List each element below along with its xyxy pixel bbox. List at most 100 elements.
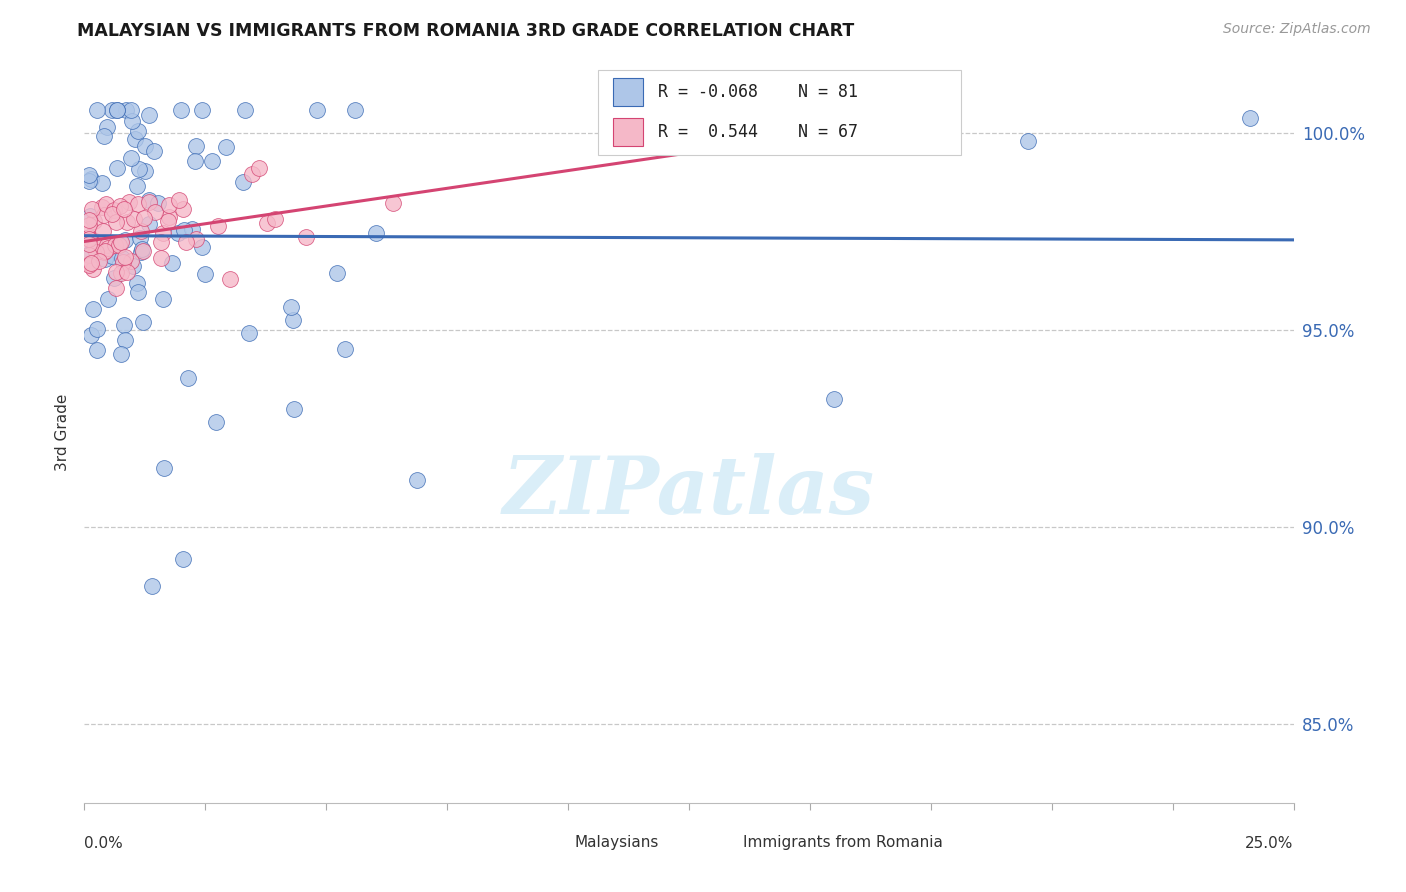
Point [100,207,122,221]
Point [84,245,107,260]
Point [181,221,204,235]
Point [142,144,165,158]
Point [160,256,183,270]
Point [149,235,172,250]
Point [77,213,100,227]
Point [823,392,845,406]
Point [264,212,287,227]
Point [94,252,117,266]
Point [150,252,173,266]
Point [115,215,138,229]
Point [121,259,143,273]
FancyBboxPatch shape [599,70,962,155]
Point [80,202,103,216]
Text: Source: ZipAtlas.com: Source: ZipAtlas.com [1223,22,1371,37]
Point [167,193,190,207]
Point [80,172,103,186]
Point [283,313,305,327]
Point [125,276,148,290]
Point [134,164,156,178]
Point [177,370,200,384]
Point [326,266,349,280]
Point [238,326,260,340]
Point [110,266,132,280]
Point [93,129,115,144]
Point [127,197,149,211]
Point [283,402,305,417]
Point [117,195,139,210]
Bar [613,119,643,146]
Point [120,254,142,268]
Point [152,292,174,306]
Bar [713,831,740,853]
Point [112,202,135,216]
Point [104,237,127,252]
Point [120,103,142,117]
Point [129,224,152,238]
Point [232,175,254,189]
Point [115,103,138,117]
Point [138,217,160,231]
Point [91,224,114,238]
Point [166,226,188,240]
Text: R =  0.544    N = 67: R = 0.544 N = 67 [658,123,858,142]
Point [194,267,217,281]
Point [77,248,100,262]
Point [110,347,132,361]
Point [157,210,180,224]
Point [90,176,112,190]
Point [132,211,155,225]
Point [86,322,108,336]
Point [114,233,136,247]
Point [93,208,115,222]
Point [97,293,120,307]
Point [80,255,103,269]
Point [77,237,100,252]
Point [105,161,128,175]
Point [344,103,367,117]
Point [93,244,115,259]
Point [108,238,131,252]
Point [382,196,405,211]
Point [132,244,155,258]
Text: Immigrants from Romania: Immigrants from Romania [744,835,943,849]
Point [148,196,170,211]
Y-axis label: 3rd Grade: 3rd Grade [55,394,70,471]
Point [77,232,100,246]
Point [83,214,105,228]
Point [280,301,302,315]
Point [104,265,127,279]
Point [77,168,100,182]
Point [143,205,166,219]
Point [295,229,318,244]
Point [77,174,100,188]
Point [205,415,228,429]
Point [191,103,214,117]
Point [101,249,124,263]
Point [110,198,132,212]
Point [191,240,214,254]
Point [201,153,224,168]
Point [215,140,238,154]
Point [141,579,163,593]
Point [110,235,132,249]
Point [120,151,142,165]
Text: R = -0.068    N = 81: R = -0.068 N = 81 [658,83,858,102]
Point [111,251,134,265]
Point [80,327,103,342]
Point [172,202,194,216]
Point [83,237,105,252]
Point [124,132,146,146]
Point [96,238,118,252]
Point [247,161,270,175]
Point [335,343,357,357]
Point [77,232,100,246]
Point [152,226,174,240]
Point [256,216,278,230]
Point [174,235,197,249]
Point [103,270,125,285]
Point [77,257,100,271]
Point [186,139,208,153]
Point [172,551,194,566]
Point [91,200,114,214]
